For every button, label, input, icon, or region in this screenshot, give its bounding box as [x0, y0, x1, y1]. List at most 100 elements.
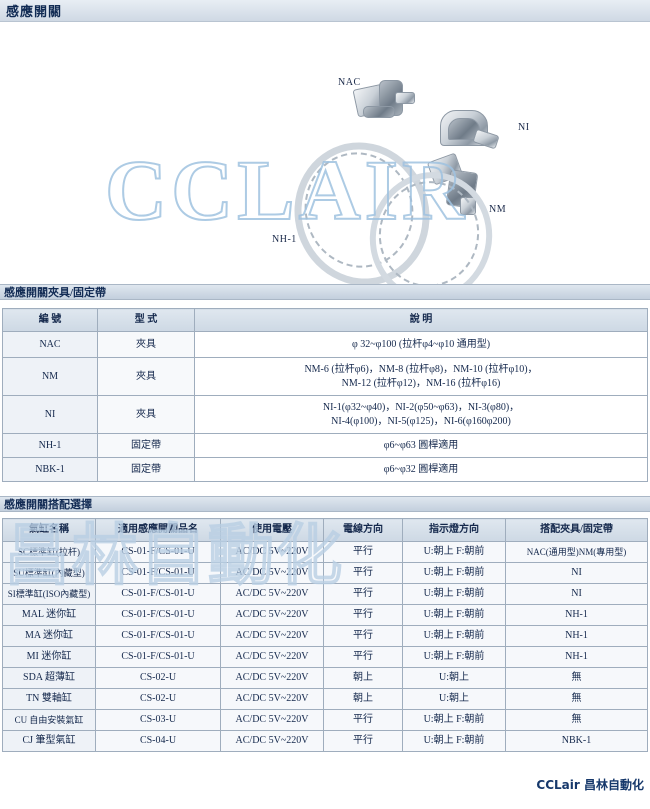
- cell-switch-model: CS-02-U: [95, 688, 221, 710]
- table-header-row: 編 號 型 式 說 明: [2, 308, 648, 332]
- cell-wire-direction: 平行: [323, 541, 403, 563]
- section-bar-clamps: 感應開關夾具/固定帶: [0, 284, 650, 300]
- cell-wire-direction: 平行: [323, 709, 403, 731]
- cell-cylinder-name: SI標準缸(ISO內藏型): [2, 583, 96, 605]
- cell-code: NAC: [2, 331, 98, 358]
- cell-voltage: AC/DC 5V~220V: [220, 583, 324, 605]
- cell-clamp: NI: [505, 562, 648, 584]
- cell-voltage: AC/DC 5V~220V: [220, 646, 324, 668]
- cell-clamp: NBK-1: [505, 730, 648, 752]
- table-row: NM 夾具 NM-6 (拉杆φ6)，NM-8 (拉杆φ8)，NM-10 (拉杆φ…: [2, 357, 648, 396]
- cell-wire-direction: 朝上: [323, 688, 403, 710]
- cell-type: 固定帶: [97, 457, 195, 482]
- cell-wire-direction: 平行: [323, 625, 403, 647]
- col-clamp: 搭配夾具/固定帶: [505, 518, 648, 542]
- cell-cylinder-name: TN 雙軸缸: [2, 688, 96, 710]
- col-code: 編 號: [2, 308, 98, 332]
- cell-type: 固定帶: [97, 433, 195, 458]
- cell-desc: NI-1(φ32~φ40)，NI-2(φ50~φ63)，NI-3(φ80)， N…: [194, 395, 648, 434]
- label-nm: NM: [489, 204, 507, 215]
- cell-clamp: 無: [505, 709, 648, 731]
- cell-voltage: AC/DC 5V~220V: [220, 541, 324, 563]
- table-row: NI 夾具 NI-1(φ32~φ40)，NI-2(φ50~φ63)，NI-3(φ…: [2, 395, 648, 434]
- cell-code: NBK-1: [2, 457, 98, 482]
- cell-code: NH-1: [2, 433, 98, 458]
- cell-voltage: AC/DC 5V~220V: [220, 688, 324, 710]
- cell-lamp-direction: U:朝上 F:朝前: [402, 646, 506, 668]
- section2-title: 感應開關搭配選擇: [4, 499, 92, 511]
- desc-line: NM-12 (拉杆φ12)，NM-16 (拉杆φ16): [341, 377, 501, 389]
- cell-cylinder-name: CU 自由安裝氣缸: [2, 709, 96, 731]
- table-row: MI 迷你缸 CS-01-F/CS-01-U AC/DC 5V~220V 平行 …: [2, 646, 648, 668]
- cell-desc: φ 32~φ100 (拉杆φ4~φ10 通用型): [194, 331, 648, 358]
- cell-desc: φ6~φ63 圓桿適用: [194, 433, 648, 458]
- cell-clamp: 無: [505, 688, 648, 710]
- cell-desc: φ6~φ32 圓桿適用: [194, 457, 648, 482]
- table-row: MAL 迷你缸 CS-01-F/CS-01-U AC/DC 5V~220V 平行…: [2, 604, 648, 626]
- cell-voltage: AC/DC 5V~220V: [220, 625, 324, 647]
- cell-cylinder-name: MA 迷你缸: [2, 625, 96, 647]
- col-wire-direction: 電線方向: [323, 518, 403, 542]
- col-cylinder-name: 氣缸名稱: [2, 518, 96, 542]
- page-title: 感應開關: [6, 4, 63, 19]
- cell-clamp: NAC(通用型)NM(專用型): [505, 541, 648, 563]
- cell-desc: NM-6 (拉杆φ6)，NM-8 (拉杆φ8)，NM-10 (拉杆φ10)， N…: [194, 357, 648, 396]
- label-nac: NAC: [338, 77, 361, 88]
- cell-voltage: AC/DC 5V~220V: [220, 562, 324, 584]
- cell-voltage: AC/DC 5V~220V: [220, 730, 324, 752]
- cell-code: NI: [2, 395, 98, 434]
- product-photo-area: CCLAIR NAC NI NM NH-1 NBK-1: [0, 22, 650, 284]
- cell-wire-direction: 平行: [323, 583, 403, 605]
- cell-wire-direction: 平行: [323, 646, 403, 668]
- cell-switch-model: CS-01-F/CS-01-U: [95, 583, 221, 605]
- cell-cylinder-name: SDA 超薄缸: [2, 667, 96, 689]
- cell-switch-model: CS-03-U: [95, 709, 221, 731]
- col-desc: 說 明: [194, 308, 648, 332]
- cell-wire-direction: 平行: [323, 562, 403, 584]
- selection-table: 氣缸名稱 適用感應開關品名 使用電壓 電線方向 指示燈方向 搭配夾具/固定帶 S…: [2, 518, 648, 752]
- cell-switch-model: CS-01-F/CS-01-U: [95, 625, 221, 647]
- cell-voltage: AC/DC 5V~220V: [220, 604, 324, 626]
- desc-line: NI-4(φ100)，NI-5(φ125)，NI-6(φ160φ200): [331, 415, 511, 427]
- cell-lamp-direction: U:朝上 F:朝前: [402, 625, 506, 647]
- cell-clamp: 無: [505, 667, 648, 689]
- cell-lamp-direction: U:朝上 F:朝前: [402, 541, 506, 563]
- cell-switch-model: CS-01-F/CS-01-U: [95, 541, 221, 563]
- table-row: SC標準缸(拉杆) CS-01-F/CS-01-U AC/DC 5V~220V …: [2, 541, 648, 563]
- selection-table-body: SC標準缸(拉杆) CS-01-F/CS-01-U AC/DC 5V~220V …: [2, 541, 648, 752]
- cell-lamp-direction: U:朝上 F:朝前: [402, 562, 506, 584]
- selection-table-wrap: 昌林自動化 氣缸名稱 適用感應開關品名 使用電壓 電線方向 指示燈方向 搭配夾具…: [0, 516, 650, 752]
- table-row: SU標準缸(內藏型) CS-01-F/CS-01-U AC/DC 5V~220V…: [2, 562, 648, 584]
- col-type: 型 式: [97, 308, 195, 332]
- table-row: CJ 筆型氣缸 CS-04-U AC/DC 5V~220V 平行 U:朝上 F:…: [2, 730, 648, 752]
- cell-switch-model: CS-01-F/CS-01-U: [95, 604, 221, 626]
- cell-lamp-direction: U:朝上 F:朝前: [402, 709, 506, 731]
- spacer: [0, 482, 650, 496]
- desc-line: NM-6 (拉杆φ6)，NM-8 (拉杆φ8)，NM-10 (拉杆φ10)，: [304, 364, 538, 375]
- section-bar-selection: 感應開關搭配選擇: [0, 496, 650, 512]
- cell-code: NM: [2, 357, 98, 396]
- cell-clamp: NH-1: [505, 646, 648, 668]
- cell-wire-direction: 平行: [323, 730, 403, 752]
- cell-clamp: NI: [505, 583, 648, 605]
- col-lamp-direction: 指示燈方向: [402, 518, 506, 542]
- table-row: NBK-1 固定帶 φ6~φ32 圓桿適用: [2, 457, 648, 482]
- cell-lamp-direction: U:朝上 F:朝前: [402, 583, 506, 605]
- clamp-table: 編 號 型 式 說 明 NAC 夾具 φ 32~φ100 (拉杆φ4~φ10 通…: [2, 308, 648, 482]
- section1-title: 感應開關夾具/固定帶: [4, 287, 107, 299]
- cell-cylinder-name: SC標準缸(拉杆): [2, 541, 96, 563]
- cell-lamp-direction: U:朝上 F:朝前: [402, 604, 506, 626]
- footer-brand: CCLair 昌林自動化: [536, 778, 644, 792]
- cell-cylinder-name: CJ 筆型氣缸: [2, 730, 96, 752]
- cell-switch-model: CS-04-U: [95, 730, 221, 752]
- cell-type: 夾具: [97, 357, 195, 396]
- table-header-row: 氣缸名稱 適用感應開關品名 使用電壓 電線方向 指示燈方向 搭配夾具/固定帶: [2, 518, 648, 542]
- table-row: NH-1 固定帶 φ6~φ63 圓桿適用: [2, 433, 648, 458]
- cell-switch-model: CS-01-F/CS-01-U: [95, 562, 221, 584]
- cell-cylinder-name: MAL 迷你缸: [2, 604, 96, 626]
- cell-voltage: AC/DC 5V~220V: [220, 667, 324, 689]
- cell-switch-model: CS-02-U: [95, 667, 221, 689]
- label-ni: NI: [518, 122, 530, 133]
- desc-line: NI-1(φ32~φ40)，NI-2(φ50~φ63)，NI-3(φ80)，: [322, 402, 520, 413]
- col-voltage: 使用電壓: [220, 518, 324, 542]
